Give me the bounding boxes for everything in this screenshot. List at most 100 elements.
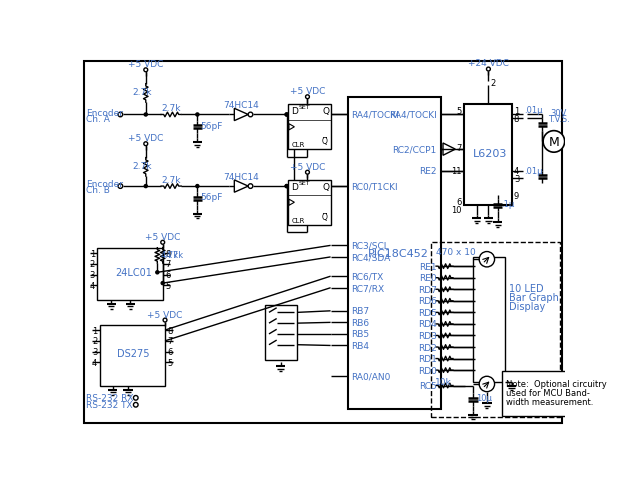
Text: +5 VDC: +5 VDC <box>290 162 325 171</box>
Circle shape <box>479 376 495 392</box>
Circle shape <box>248 184 253 189</box>
Text: +5 VDC: +5 VDC <box>128 134 163 143</box>
Circle shape <box>479 252 495 267</box>
Text: RC0/T1CKI: RC0/T1CKI <box>352 182 398 191</box>
Circle shape <box>306 171 309 175</box>
Text: 2: 2 <box>92 336 97 346</box>
Text: Encoder: Encoder <box>86 180 123 189</box>
Text: 3: 3 <box>92 348 97 356</box>
Text: Q: Q <box>323 182 330 191</box>
Bar <box>348 97 440 409</box>
Text: 10: 10 <box>451 205 461 214</box>
Circle shape <box>118 184 123 189</box>
Text: +5 VDC: +5 VDC <box>147 310 183 319</box>
Text: T.V.S.: T.V.S. <box>547 115 570 123</box>
Text: DS275: DS275 <box>117 348 150 359</box>
Text: RC7/RX: RC7/RX <box>352 284 384 293</box>
Text: 11: 11 <box>451 167 461 176</box>
Circle shape <box>156 271 159 274</box>
Circle shape <box>285 114 289 117</box>
Polygon shape <box>443 144 455 156</box>
Text: 2: 2 <box>491 79 496 88</box>
Text: +24 VDC: +24 VDC <box>468 60 509 68</box>
Polygon shape <box>234 109 248 121</box>
Text: 8: 8 <box>165 249 170 258</box>
Circle shape <box>144 114 147 117</box>
Circle shape <box>285 185 289 188</box>
Text: D: D <box>291 107 298 116</box>
Bar <box>288 105 331 150</box>
Text: Q̅: Q̅ <box>322 137 328 146</box>
Text: 3: 3 <box>514 175 519 183</box>
Text: 4: 4 <box>92 358 97 367</box>
Text: Bar Graph: Bar Graph <box>509 292 559 302</box>
Text: RD3: RD3 <box>418 331 437 340</box>
Text: 7: 7 <box>165 260 170 269</box>
Circle shape <box>163 318 167 322</box>
Text: 5: 5 <box>456 107 461 116</box>
Text: 74HC14: 74HC14 <box>223 172 258 181</box>
Text: 2.7k: 2.7k <box>132 88 151 96</box>
Text: width measurement.: width measurement. <box>506 397 593 407</box>
Text: 2.7k: 2.7k <box>161 175 181 184</box>
Text: RD7: RD7 <box>418 285 437 294</box>
Text: Ch. B: Ch. B <box>86 186 110 195</box>
Polygon shape <box>234 180 248 193</box>
Text: .01μ: .01μ <box>525 167 543 176</box>
Text: CLR: CLR <box>292 142 306 148</box>
Circle shape <box>196 185 199 188</box>
Text: Ch. A: Ch. A <box>86 115 110 123</box>
Text: +5 VDC: +5 VDC <box>290 87 325 96</box>
Text: RS-232 TX: RS-232 TX <box>86 400 133 409</box>
Text: 10μ: 10μ <box>476 394 492 403</box>
Circle shape <box>144 185 147 188</box>
Text: 8: 8 <box>168 326 173 335</box>
Text: 5: 5 <box>168 358 173 367</box>
Bar <box>97 248 163 300</box>
Polygon shape <box>289 124 294 131</box>
Circle shape <box>285 185 289 188</box>
Text: RC2/CCP1: RC2/CCP1 <box>392 145 437 154</box>
Text: RB6: RB6 <box>352 318 369 327</box>
Circle shape <box>196 114 199 117</box>
Bar <box>431 242 560 417</box>
Text: 10 LED: 10 LED <box>509 283 544 293</box>
Text: M: M <box>549 136 559 149</box>
Text: L6203: L6203 <box>473 149 507 158</box>
Text: RE1: RE1 <box>419 262 437 271</box>
Text: RC6/TX: RC6/TX <box>352 272 384 281</box>
Text: 1: 1 <box>92 326 97 335</box>
Bar <box>464 105 512 205</box>
Text: 74HC14: 74HC14 <box>223 101 258 110</box>
Text: 56pF: 56pF <box>200 193 223 202</box>
Text: +5 VDC: +5 VDC <box>128 60 163 69</box>
Circle shape <box>248 113 253 118</box>
Text: RD6: RD6 <box>418 297 437 306</box>
Text: 6: 6 <box>456 198 461 206</box>
Text: RD4: RD4 <box>418 320 437 329</box>
Text: used for MCU Band-: used for MCU Band- <box>506 388 590 397</box>
Text: Display: Display <box>509 301 546 312</box>
Text: RD5: RD5 <box>418 308 437 317</box>
Text: 7: 7 <box>168 336 173 346</box>
Text: 4.7k: 4.7k <box>161 251 178 260</box>
Text: RB7: RB7 <box>352 307 369 316</box>
Text: RD1: RD1 <box>418 354 437 363</box>
Circle shape <box>285 114 289 117</box>
Text: Encoder: Encoder <box>86 108 123 118</box>
Text: RB5: RB5 <box>352 330 369 339</box>
Text: 56pF: 56pF <box>200 121 223 131</box>
Text: 2.7k: 2.7k <box>132 161 151 170</box>
Text: Note:  Optional circuitry: Note: Optional circuitry <box>506 379 607 388</box>
Text: SET: SET <box>298 180 310 185</box>
Text: 1: 1 <box>514 107 519 116</box>
Text: .01μ: .01μ <box>525 106 543 114</box>
Bar <box>288 180 331 225</box>
Text: RE0: RE0 <box>419 274 437 283</box>
Text: RA4/TOCKI: RA4/TOCKI <box>352 111 399 120</box>
Circle shape <box>118 113 123 118</box>
Polygon shape <box>289 200 294 206</box>
Text: SET: SET <box>298 105 310 110</box>
Text: 4.7k: 4.7k <box>166 251 184 260</box>
Text: RC5: RC5 <box>419 381 437 390</box>
